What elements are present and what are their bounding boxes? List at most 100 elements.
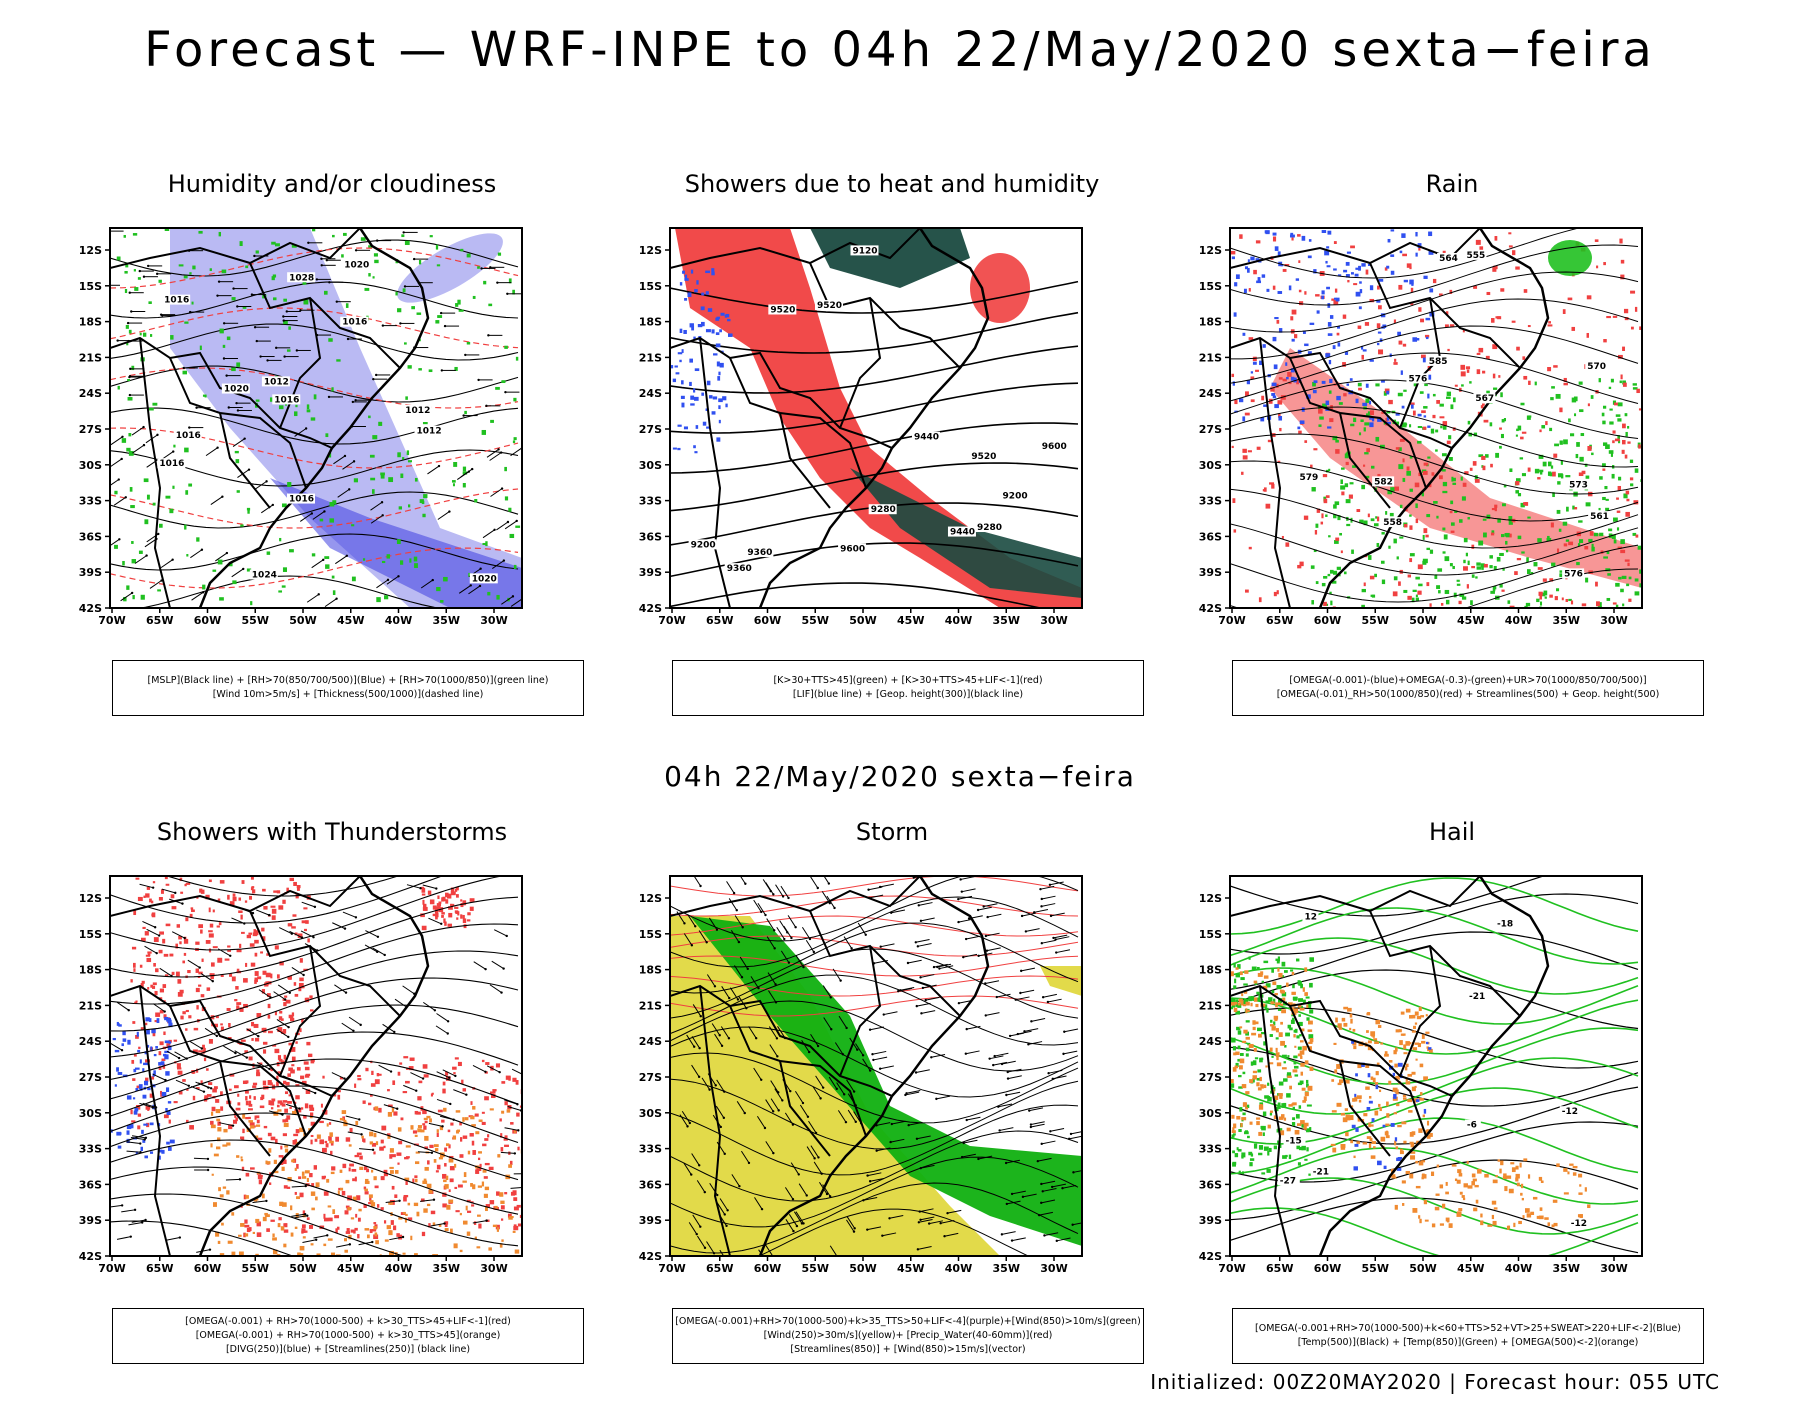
lon-label: 30W xyxy=(480,614,507,627)
thunderstorm-area xyxy=(260,1106,265,1109)
omega-rh-area xyxy=(1399,341,1403,345)
omega-rh-area xyxy=(1283,269,1287,272)
omega-500-area xyxy=(1270,1001,1274,1004)
rh-lowlevel-contour xyxy=(397,452,401,457)
omega-rh-area xyxy=(1492,267,1496,272)
wind-vector xyxy=(921,918,935,921)
lat-label: 24S xyxy=(79,387,102,400)
omega-rh-area xyxy=(1588,403,1590,406)
temp-850-contour xyxy=(1233,1046,1236,1050)
wind-vector xyxy=(1025,930,1027,932)
omega-weak-area xyxy=(1233,381,1235,385)
thunderstorm-area xyxy=(460,914,462,918)
wind-10m-arrow xyxy=(491,489,503,497)
thunderstorm-area xyxy=(147,1107,149,1111)
thunderstorm-area xyxy=(354,1084,356,1088)
rh-lowlevel-contour xyxy=(237,490,240,493)
omega-500-area xyxy=(1252,1020,1255,1025)
omega-weak-area xyxy=(1390,254,1394,257)
temp-850-contour xyxy=(1236,974,1240,978)
hail-area xyxy=(1355,1073,1358,1076)
wind-vector xyxy=(1040,886,1054,889)
shower-area xyxy=(425,1167,429,1171)
shower-area xyxy=(223,1129,227,1132)
streamline-arrow xyxy=(465,1094,467,1096)
rh-lowlevel-contour xyxy=(131,366,134,370)
omega-500-area xyxy=(1409,1015,1413,1019)
thunderstorm-area xyxy=(387,1089,390,1091)
omega-weak-area xyxy=(1327,303,1330,308)
omega-weak-area xyxy=(1423,358,1426,363)
wind-vector xyxy=(986,916,988,918)
wind-10m-arrow xyxy=(265,480,267,482)
omega-500-area xyxy=(1458,1208,1462,1211)
rh-lowlevel-contour xyxy=(128,433,131,436)
shower-area xyxy=(508,1164,512,1168)
wind-vector xyxy=(828,882,830,884)
omega-strong-area xyxy=(1502,503,1506,506)
thunderstorm-area xyxy=(163,984,167,988)
omega-500-area xyxy=(1332,1148,1336,1153)
omega-strong-area xyxy=(1490,422,1493,426)
rh-lowlevel-contour xyxy=(485,541,487,546)
omega-500-area xyxy=(1310,1067,1314,1071)
map-content: 9600952094409360928092009120960095209440… xyxy=(670,228,1082,616)
map-hail: -21-27-18-1212-6-12-15-2112S15S18S21S24S… xyxy=(1182,854,1722,1304)
temp-850-contour xyxy=(1243,983,1248,985)
temp-850-contour xyxy=(1232,1163,1236,1167)
omega-rh-area xyxy=(1426,582,1429,586)
omega-500-area xyxy=(1232,1127,1234,1131)
thunderstorm-area xyxy=(215,1099,219,1103)
thunderstorm-area xyxy=(159,950,163,954)
omega-strong-area xyxy=(1406,471,1411,476)
thunderstorm-area xyxy=(287,1073,291,1076)
omega-500-area xyxy=(1270,1024,1274,1026)
wind-vector xyxy=(1012,1238,1026,1241)
omega-500-area xyxy=(1270,1111,1273,1113)
thunderstorm-area xyxy=(444,1163,447,1166)
omega-rh-area xyxy=(1522,356,1525,360)
rh-lowlevel-contour xyxy=(179,264,184,266)
thunderstorm-area xyxy=(211,962,215,966)
temp-850-contour xyxy=(1309,957,1314,962)
wind-vector xyxy=(930,1056,932,1058)
omega-strong-area xyxy=(1445,556,1450,561)
wind-vector xyxy=(889,1141,891,1143)
wind-10m-arrow xyxy=(440,312,442,314)
omega-weak-area xyxy=(1266,289,1269,292)
thunderstorm-area xyxy=(371,1071,373,1075)
rh-lowlevel-contour xyxy=(159,280,162,283)
streamline-arrow xyxy=(174,892,176,894)
rh-lowlevel-contour xyxy=(514,565,517,569)
thunderstorm-area xyxy=(220,1106,223,1110)
omega-strong-area xyxy=(1328,574,1331,576)
thunderstorm-area xyxy=(151,1076,154,1079)
omega-500-area xyxy=(1253,1071,1257,1073)
wind-10m-arrow xyxy=(348,488,350,490)
wind-vector xyxy=(1064,1029,1078,1032)
thunderstorm-area xyxy=(448,1130,451,1133)
wind-vector xyxy=(708,1088,710,1090)
hail-area xyxy=(1354,1094,1356,1097)
temp-850-contour xyxy=(1296,1114,1300,1119)
omega-500-area xyxy=(1353,1046,1356,1049)
lif-contour xyxy=(694,289,698,292)
wind-10m-arrow xyxy=(477,379,479,381)
rh-lowlevel-contour xyxy=(219,232,221,236)
rh-lowlevel-contour xyxy=(170,335,173,340)
temp-850-contour xyxy=(1300,984,1303,989)
lat-label: 21S xyxy=(79,999,102,1012)
omega-rh-area xyxy=(1273,237,1276,242)
omega-rh-area xyxy=(1335,449,1339,454)
shower-area xyxy=(369,1194,373,1198)
wind-vector xyxy=(993,1055,995,1057)
thunderstorm-area xyxy=(243,1081,247,1084)
omega-strong-area xyxy=(1506,550,1508,552)
rh-lowlevel-contour xyxy=(361,237,366,241)
wind-vector xyxy=(933,966,935,968)
omega-500-area xyxy=(1277,968,1279,972)
omega-500-area xyxy=(1353,1156,1355,1158)
contour-line xyxy=(1230,908,1638,964)
omega-500-area xyxy=(1460,1192,1463,1195)
omega-strong-area xyxy=(1611,379,1614,383)
